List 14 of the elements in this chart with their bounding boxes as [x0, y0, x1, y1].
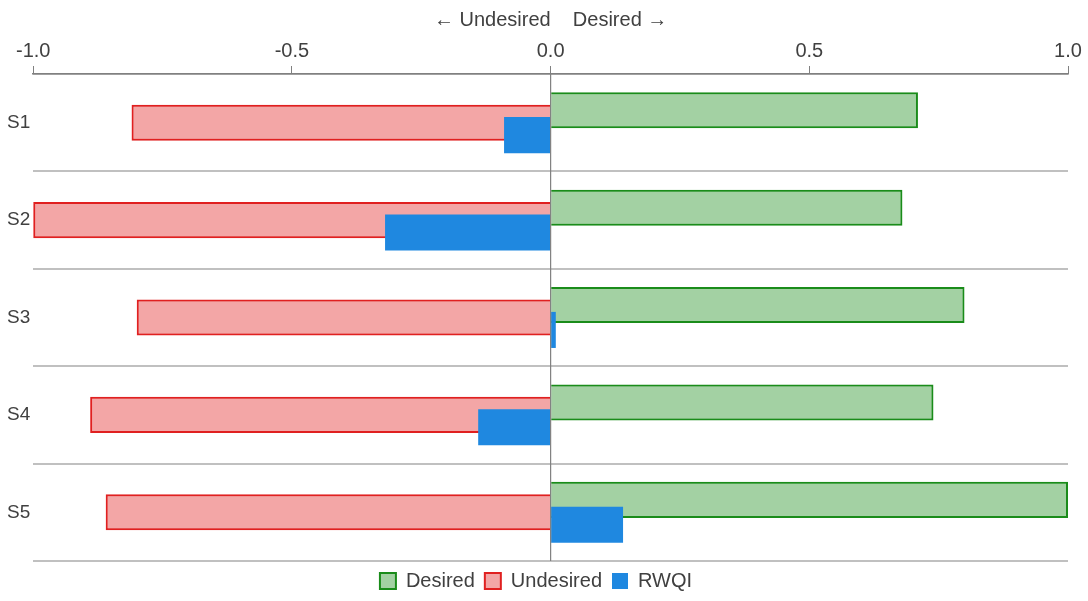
x-tick-label: 1.0: [1054, 38, 1082, 61]
y-tick-label: S3: [6, 305, 31, 327]
x-tick-label: 0.5: [795, 38, 824, 61]
x-tick-label: -0.5: [274, 38, 310, 61]
legend-label: RWQI: [638, 568, 693, 591]
y-tick-label: S4: [6, 403, 31, 425]
legend-label: Desired: [405, 568, 475, 591]
y-tick-label: S1: [6, 110, 31, 132]
legend-label: Undesired: [510, 568, 603, 591]
x-axis-title: ← Undesired Desired →: [433, 7, 668, 30]
x-tick-label: -1.0: [16, 38, 51, 61]
y-tick-label: S5: [6, 500, 31, 522]
y-tick-label: S2: [6, 208, 31, 230]
x-tick-label: 0.0: [536, 38, 565, 61]
